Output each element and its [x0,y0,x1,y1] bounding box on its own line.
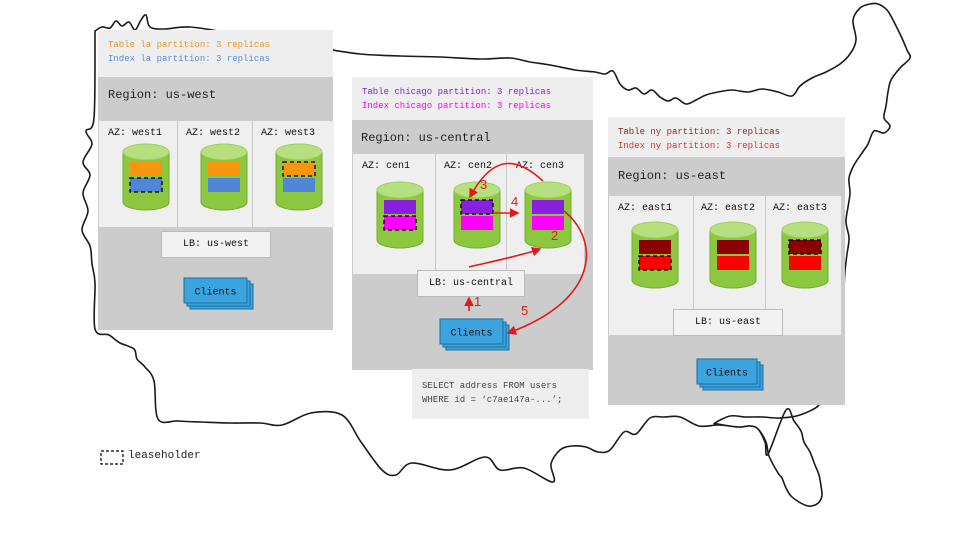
svg-text:Clients: Clients [450,328,492,340]
svg-text:Clients: Clients [706,368,748,380]
svg-text:Clients: Clients [194,287,236,299]
